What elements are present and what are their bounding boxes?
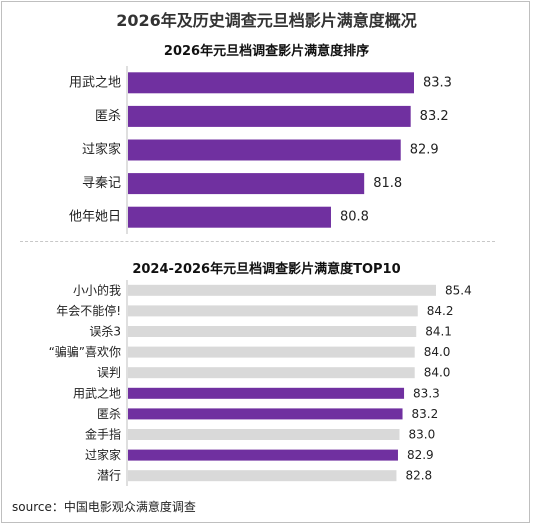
chart2-value-label: 84.2 <box>427 304 454 318</box>
chart2-category-label: 用武之地 <box>73 386 121 400</box>
chart1-category-label: 寻秦记 <box>82 176 121 191</box>
chart2-category-label: 金手指 <box>85 427 121 442</box>
chart2-bar <box>128 367 415 379</box>
chart1-value-label: 81.8 <box>373 176 402 191</box>
chart1-bar <box>128 139 401 161</box>
chart2-value-label: 84.0 <box>424 345 451 359</box>
section-divider <box>20 241 495 242</box>
chart1-value-label: 83.3 <box>423 75 452 90</box>
chart1-category-label: 他年她日 <box>69 210 121 225</box>
chart2-value-label: 83.0 <box>408 428 435 442</box>
chart2-category-label: 误判 <box>97 366 121 380</box>
chart2-bar <box>128 408 403 420</box>
chart1-value-label: 83.2 <box>420 109 449 124</box>
chart1-value-label: 80.8 <box>340 210 369 225</box>
chart2-value-label: 82.8 <box>405 469 432 483</box>
chart1-category-label: 过家家 <box>82 142 121 158</box>
chart2-value-label: 83.2 <box>412 407 439 421</box>
top10-satisfaction-chart: 小小的我 85.4 年会不能停! 84.2 误杀3 84.1 “骗骗”喜欢你 84.0 误判 84… <box>49 280 472 486</box>
satisfaction-ranking-chart: 用武之地 83.3 匿杀 83.2 过家家 82.9 寻秦记 81.8 他年她日 80.8 <box>69 66 452 234</box>
chart1-bar <box>128 72 414 94</box>
chart2-category-label: 小小的我 <box>73 282 121 297</box>
chart2-category-label: 匿杀 <box>97 406 121 421</box>
chart2-title: 2024-2026年元旦档调查影片满意度TOP10 <box>132 262 401 277</box>
chart2-bar <box>128 387 405 399</box>
chart2-category-label: “骗骗”喜欢你 <box>49 344 121 359</box>
chart2-bar <box>128 284 436 296</box>
chart2-category-label: 过家家 <box>85 447 121 462</box>
chart2-value-label: 83.3 <box>413 386 440 400</box>
chart2-bar <box>128 449 398 461</box>
chart1-bar <box>128 173 365 195</box>
chart2-category-label: 误杀3 <box>89 324 121 339</box>
chart2-bar <box>128 470 397 482</box>
chart1-bar <box>128 206 331 228</box>
chart1-bar <box>128 105 411 127</box>
chart2-bar <box>128 305 418 317</box>
chart2-bar <box>128 326 417 337</box>
chart2-bar <box>128 346 415 358</box>
chart2-category-label: 潜行 <box>97 469 121 483</box>
chart2-value-label: 82.9 <box>407 448 434 462</box>
chart2-value-label: 84.0 <box>424 366 451 380</box>
chart1-category-label: 匿杀 <box>95 109 121 124</box>
chart1-title: 2026年元旦档调查影片满意度排序 <box>163 44 370 59</box>
chart2-value-label: 84.1 <box>425 325 452 339</box>
page-title: 2026年及历史调查元旦档影片满意度概况 <box>116 11 417 30</box>
chart2-value-label: 85.4 <box>445 283 472 297</box>
source-note: source：中国电影观众满意度调查 <box>12 500 196 514</box>
chart2-bar <box>128 429 400 440</box>
chart1-category-label: 用武之地 <box>69 75 121 90</box>
chart1-value-label: 82.9 <box>410 143 439 158</box>
chart2-category-label: 年会不能停! <box>56 303 121 318</box>
